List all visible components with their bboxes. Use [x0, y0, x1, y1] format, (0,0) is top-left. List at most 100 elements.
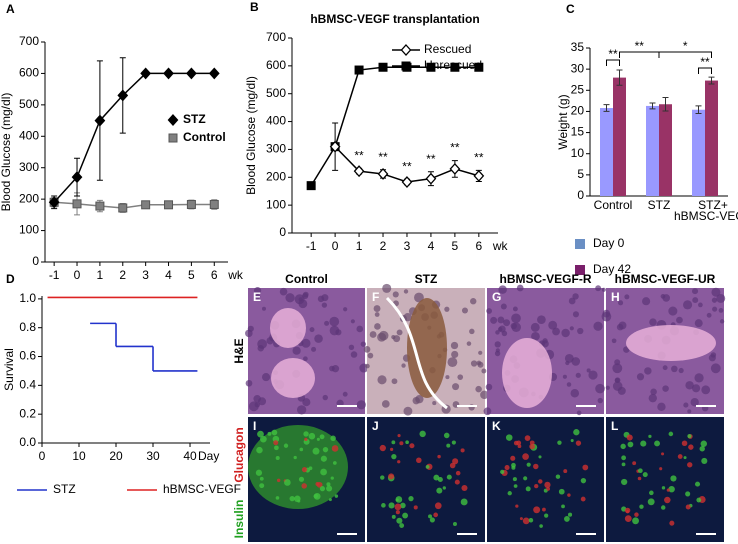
marker — [425, 172, 437, 185]
tissue-cell — [324, 320, 330, 326]
tissue-cell — [348, 344, 355, 351]
tissue-cell — [261, 306, 266, 311]
y-tick-label: 0 — [577, 188, 584, 202]
panel-letter: D — [6, 272, 15, 286]
stained-cell — [688, 444, 694, 450]
tissue-cell — [329, 325, 340, 336]
y-tick-label: 0.0 — [19, 435, 36, 449]
stained-cell — [256, 446, 263, 454]
stained-cell — [701, 457, 708, 464]
tissue-cell — [642, 297, 651, 306]
tissue-cell — [475, 385, 482, 393]
tissue-cell — [301, 338, 311, 348]
micrograph: E — [245, 287, 369, 415]
y-tick-label: 30 — [571, 61, 585, 75]
stained-cell — [379, 444, 386, 452]
tissue-cell — [377, 375, 387, 385]
annotation: ** — [474, 150, 484, 164]
tissue-cell — [716, 293, 726, 303]
stained-cell — [661, 505, 666, 510]
stained-cell — [326, 482, 331, 487]
legend-label: Day 0 — [593, 236, 625, 250]
stained-cell — [436, 487, 443, 494]
stained-cell — [454, 479, 460, 485]
stained-cell — [621, 462, 626, 467]
marker — [71, 171, 83, 184]
tissue-cell — [447, 357, 458, 368]
tissue-cell — [486, 308, 493, 314]
panel-letter: B — [250, 0, 259, 14]
marker — [354, 65, 364, 75]
tissue-cell — [577, 327, 584, 335]
marker — [306, 181, 316, 191]
stained-cell — [289, 495, 295, 502]
y-tick-label: 700 — [19, 34, 39, 48]
tissue-cell — [570, 388, 580, 398]
stained-cell — [642, 472, 648, 478]
stained-cell — [567, 512, 573, 517]
stained-cell — [534, 483, 539, 489]
tissue-cell — [712, 306, 718, 312]
stained-cell — [319, 486, 326, 492]
stained-cell — [334, 494, 339, 498]
stained-cell — [528, 518, 534, 523]
column-title: hBMSC-VEGF-R — [500, 272, 592, 286]
tissue-cell — [694, 319, 703, 328]
stained-cell — [259, 483, 265, 489]
tissue-cell — [595, 285, 602, 292]
tissue-cell — [668, 306, 678, 316]
tissue-cell — [683, 300, 693, 310]
stained-cell — [685, 491, 691, 497]
stained-cell — [419, 430, 426, 438]
tissue-cell — [562, 374, 567, 379]
tissue-cell — [245, 329, 253, 338]
stained-cell — [405, 440, 409, 445]
marker — [140, 67, 152, 80]
tissue-cell — [343, 307, 348, 312]
stained-cell — [255, 469, 263, 476]
tissue-cell — [392, 291, 399, 298]
stained-cell — [575, 440, 582, 446]
y-axis-label: Weight (g) — [556, 94, 570, 149]
y-tick-label: 1.0 — [19, 291, 36, 305]
tissue-cell — [611, 338, 617, 344]
tissue-cell — [690, 398, 699, 407]
tissue-cell — [445, 375, 450, 380]
y-tick-label: 5 — [577, 167, 584, 181]
annotation: ** — [378, 150, 388, 164]
tissue-cell — [601, 311, 612, 322]
stained-cell — [257, 430, 264, 438]
stained-cell — [546, 487, 551, 491]
panel-letter: K — [492, 419, 501, 433]
marker — [163, 67, 174, 80]
stained-cell — [413, 505, 418, 510]
stained-cell — [510, 455, 516, 461]
significance-label: * — [683, 39, 688, 53]
panel-letter: A — [6, 2, 15, 16]
stained-cell — [567, 493, 571, 497]
tissue-cell — [391, 335, 396, 340]
marker — [449, 162, 461, 175]
x-tick-label: -1 — [49, 268, 60, 282]
annotation: ** — [426, 152, 436, 166]
tissue-cell — [342, 391, 348, 397]
marker — [401, 176, 413, 188]
tissue-cell — [329, 316, 340, 327]
stained-cell — [544, 513, 549, 518]
tissue-cell — [662, 365, 668, 371]
bar — [600, 108, 613, 196]
stained-cell — [648, 434, 652, 438]
tissue-cell — [322, 394, 328, 401]
stained-cell — [276, 478, 281, 483]
tissue-cell — [692, 288, 699, 295]
stained-cell — [683, 456, 687, 460]
tissue-cell — [365, 363, 370, 369]
stained-cell — [399, 523, 405, 528]
stained-cell — [402, 512, 409, 519]
y-tick-label: 400 — [266, 114, 286, 128]
stained-cell — [312, 447, 320, 455]
stained-cell — [425, 464, 430, 469]
stained-cell — [640, 440, 647, 447]
stained-cell — [267, 431, 272, 436]
